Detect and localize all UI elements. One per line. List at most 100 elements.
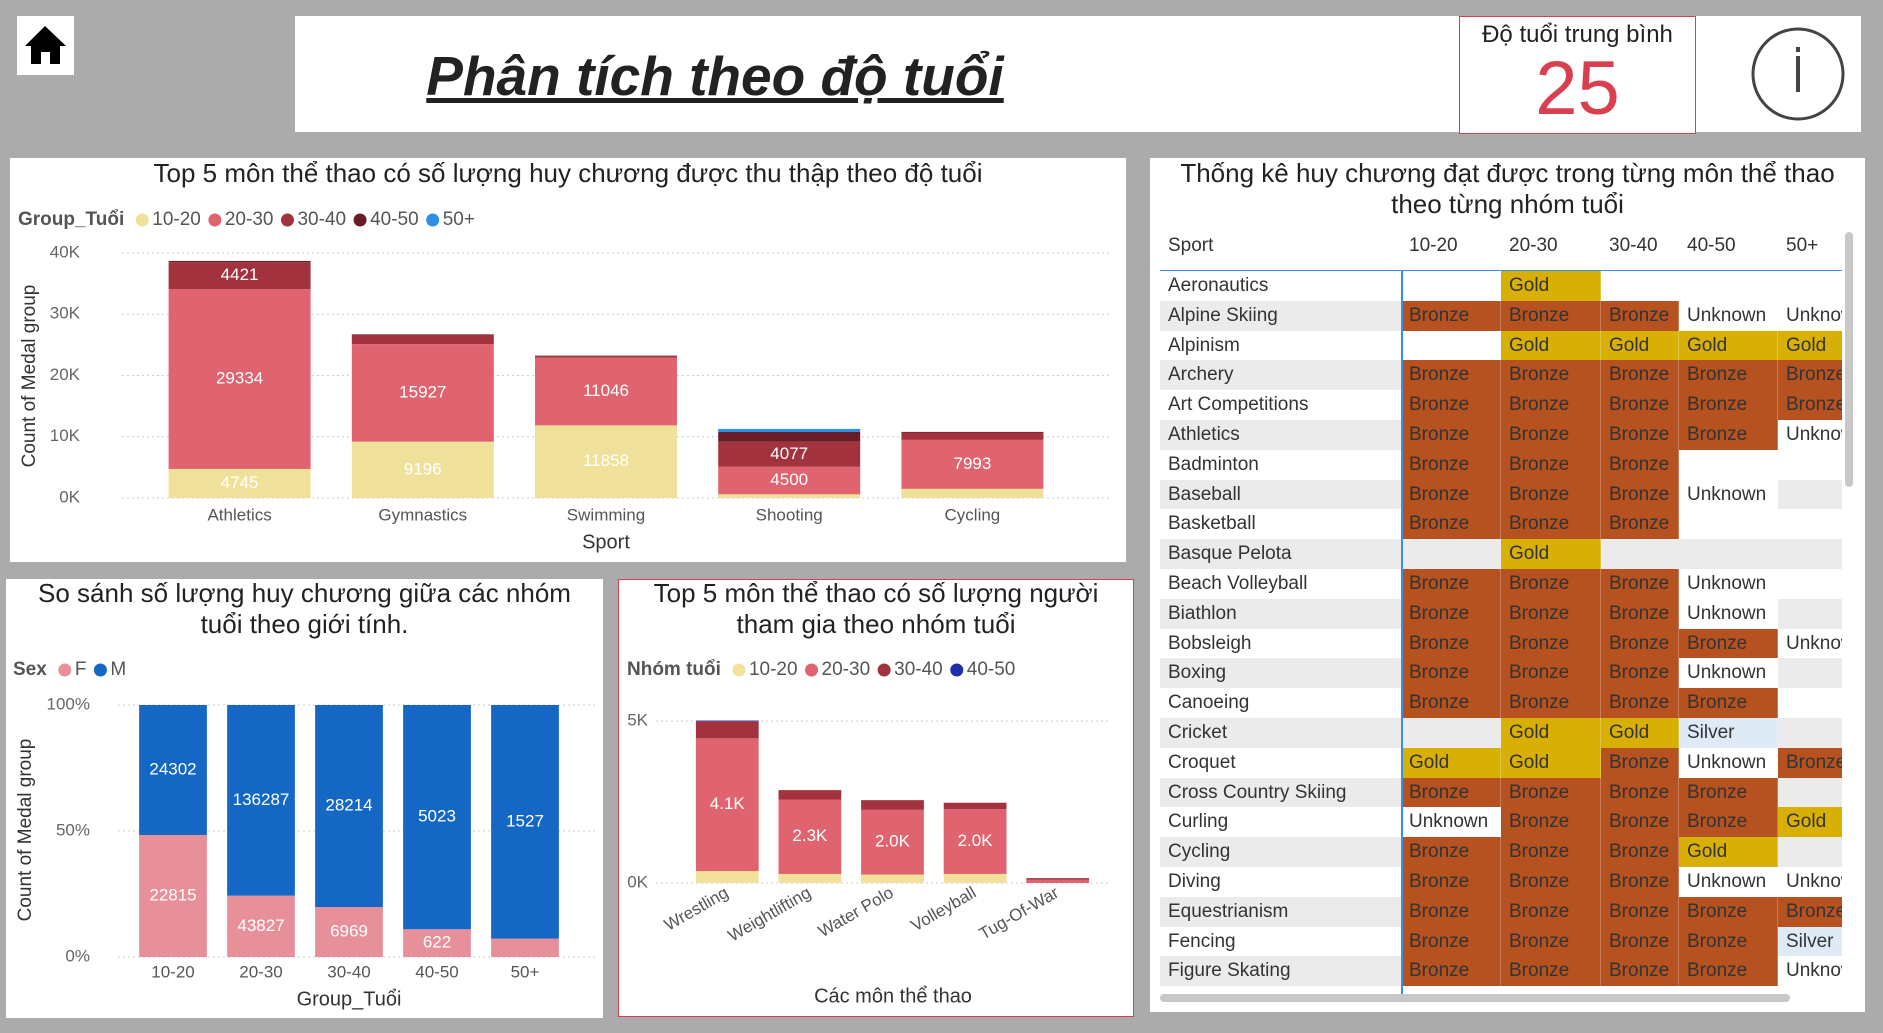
table-cell: Gold bbox=[1778, 330, 1842, 361]
legend-label: 20-30 bbox=[822, 659, 871, 680]
table-cell: Gold bbox=[1601, 330, 1679, 361]
table-row: Art Competitions Bronze Bronze Bronze Bronze… bbox=[1160, 390, 1842, 420]
table-cell: Bronze bbox=[1601, 449, 1679, 480]
table-cell: Bronze bbox=[1401, 479, 1501, 510]
bar-segment bbox=[695, 721, 759, 739]
legend-label: 10-20 bbox=[749, 659, 798, 680]
table-row: Archery Bronze Bronze Bronze Bronze Bronze bbox=[1160, 360, 1842, 391]
table-cell: Bronze bbox=[1401, 777, 1501, 808]
data-label: 6969 bbox=[330, 922, 368, 941]
table-cell bbox=[1679, 271, 1778, 301]
table-cell bbox=[1778, 599, 1842, 629]
data-label: 11858 bbox=[583, 451, 629, 470]
table-cell: Unknown bbox=[1679, 866, 1778, 897]
table-cell: Bronze bbox=[1501, 479, 1601, 510]
table-cell bbox=[1778, 718, 1842, 748]
scrollbar[interactable] bbox=[1845, 232, 1853, 487]
data-label: 7993 bbox=[953, 454, 991, 473]
table-cell: Bronze bbox=[1501, 688, 1601, 718]
row-label: Equestrianism bbox=[1168, 900, 1289, 922]
bar-segment bbox=[351, 344, 494, 442]
table-cell bbox=[1601, 539, 1679, 569]
bar-segment bbox=[1026, 879, 1090, 883]
row-label: Basque Pelota bbox=[1168, 543, 1292, 565]
bar-segment bbox=[491, 938, 559, 957]
row-label: Boxing bbox=[1168, 662, 1227, 684]
bar-segment bbox=[695, 738, 759, 872]
table-cell: Bronze bbox=[1679, 360, 1778, 391]
table-cell: Bronze bbox=[1679, 926, 1778, 957]
table-cell: Unknown bbox=[1778, 866, 1842, 897]
table-cell: Bronze bbox=[1601, 509, 1679, 540]
x-tick-label: 10-20 bbox=[151, 962, 194, 981]
table-cell: Bronze bbox=[1679, 628, 1778, 659]
table-row: BobsleighBronzeBronzeBronzeBronzeUnknown bbox=[1160, 628, 1842, 659]
data-label: 11046 bbox=[583, 381, 629, 400]
bar-segment bbox=[403, 929, 471, 957]
x-tick-label: Weightlifting bbox=[725, 883, 814, 946]
bar-segment bbox=[695, 871, 759, 883]
table-row: Equestrianism Bronze Bronze Bronze Bronze Bro… bbox=[1160, 896, 1842, 927]
legend-title: Nhóm tuổi bbox=[627, 659, 721, 680]
bar-segment bbox=[943, 873, 1007, 883]
table-cell: Bronze bbox=[1601, 390, 1679, 420]
scrollbar[interactable] bbox=[1160, 994, 1790, 1002]
table-cell: Bronze bbox=[1501, 598, 1601, 629]
table-cell: Bronze bbox=[1679, 390, 1778, 420]
x-tick-label: 40-50 bbox=[415, 962, 458, 981]
y-tick-label: 0% bbox=[65, 946, 90, 965]
legend-label: 40-50 bbox=[967, 659, 1016, 680]
data-label: 29334 bbox=[216, 369, 263, 388]
table-cell: Unknown bbox=[1679, 300, 1778, 331]
table-cell bbox=[1679, 450, 1778, 480]
table-cell: Bronze bbox=[1401, 300, 1501, 331]
table-cell: Bronze bbox=[1401, 896, 1501, 927]
chart-title: So sánh số lượng huy chương giữa các nhó… bbox=[38, 578, 571, 639]
row-label: Croquet bbox=[1168, 751, 1236, 773]
home-button[interactable] bbox=[17, 16, 74, 75]
table-row: Alpinism Gold Gold Gold Gold bbox=[1160, 330, 1842, 361]
bar-segment bbox=[901, 431, 1044, 433]
data-label: 4421 bbox=[221, 265, 259, 284]
table-cell: Bronze bbox=[1501, 837, 1601, 867]
data-label: 4500 bbox=[770, 470, 808, 489]
bar-segment bbox=[778, 873, 842, 883]
bar-segment bbox=[168, 262, 311, 290]
row-label: Aeronautics bbox=[1168, 275, 1269, 296]
y-tick-label: 0K bbox=[627, 872, 648, 891]
table-row: Badminton Bronze Bronze Bronze bbox=[1160, 449, 1842, 480]
table-cell: Bronze bbox=[1501, 300, 1601, 331]
info-button[interactable] bbox=[1750, 26, 1846, 122]
table-cell: Bronze bbox=[1679, 896, 1778, 927]
bar-segment bbox=[139, 834, 207, 957]
bar-segment bbox=[351, 334, 494, 335]
table-row: Beach Volleyball Bronze Bronze Bronze Unknow… bbox=[1160, 568, 1842, 599]
legend-marker bbox=[93, 663, 107, 677]
table-cell: Bronze bbox=[1601, 747, 1679, 778]
kpi-label: Độ tuổi trung bình bbox=[1482, 21, 1673, 48]
row-label: Diving bbox=[1168, 870, 1221, 892]
x-tick-label: Gymnastics bbox=[378, 505, 467, 524]
table-cell: Bronze bbox=[1501, 926, 1601, 957]
table-cell: Unknown bbox=[1401, 807, 1501, 838]
table-cell: Unknown bbox=[1679, 598, 1778, 629]
data-label: 5023 bbox=[418, 807, 456, 826]
table-cell: Bronze bbox=[1601, 688, 1679, 718]
column-header: 50+ bbox=[1786, 235, 1819, 256]
table-cell bbox=[1778, 271, 1842, 301]
table-divider bbox=[1401, 270, 1403, 995]
row-label: Badminton bbox=[1168, 453, 1259, 475]
y-axis-title: Count of Medal group bbox=[19, 285, 40, 468]
bar-segment bbox=[718, 494, 861, 498]
row-label: Baseball bbox=[1168, 483, 1241, 505]
row-label: Curling bbox=[1168, 811, 1229, 833]
table-row: Cycling Bronze Bronze Bronze Gold bbox=[1160, 837, 1842, 867]
bar-segment bbox=[139, 705, 207, 835]
table-row: AthleticsBronzeBronzeBronzeBronzeUnknown bbox=[1160, 419, 1842, 450]
table-cell: Bronze bbox=[1679, 419, 1778, 450]
table-cell: Bronze bbox=[1401, 390, 1501, 420]
y-tick-label: 30K bbox=[50, 304, 81, 323]
table-cell: Bronze bbox=[1601, 866, 1679, 897]
table-cell: Gold bbox=[1501, 539, 1601, 569]
y-tick-label: 100% bbox=[47, 694, 90, 713]
